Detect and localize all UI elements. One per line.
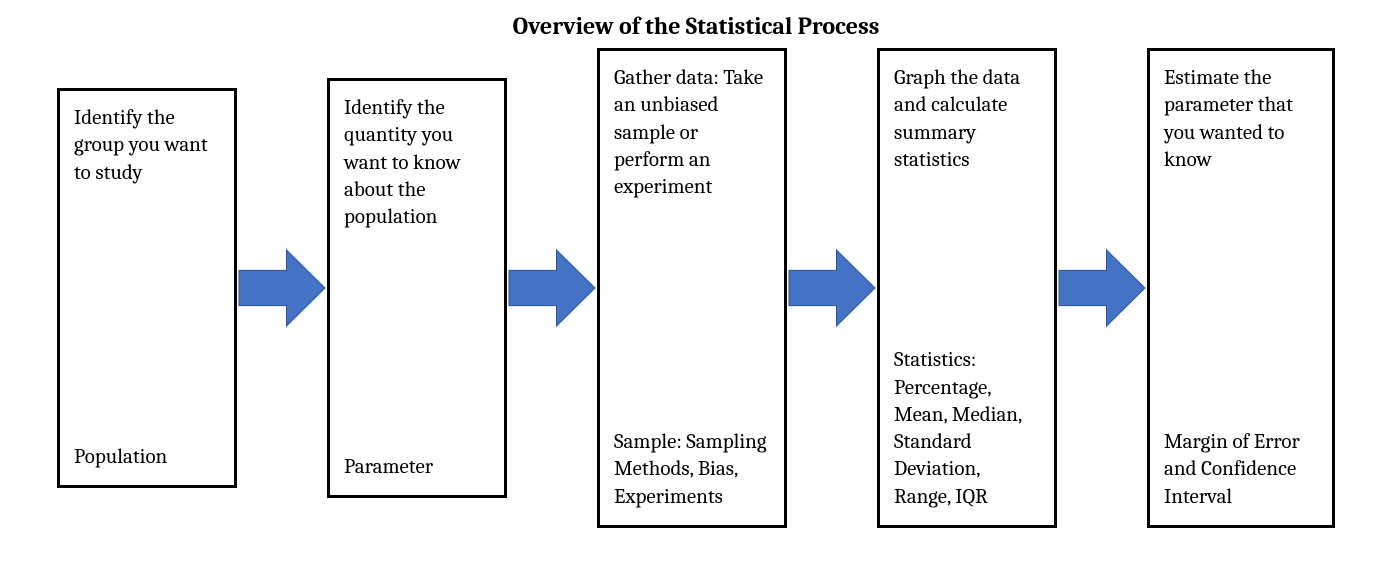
box-sample: Gather data: Take an unbiased sample or …: [597, 48, 787, 528]
box-top-text: Identify the group you want to study: [74, 105, 220, 187]
arrow: [507, 248, 597, 328]
box-top-text: Estimate the parameter that you wanted t…: [1164, 65, 1318, 174]
box-bottom-text: Statistics: Percentage, Mean, Median, St…: [894, 347, 1040, 511]
box-bottom-text: Sample: Sampling Methods, Bias, Experime…: [614, 429, 770, 511]
arrow: [1057, 248, 1147, 328]
box-statistics: Graph the data and calculate summary sta…: [877, 48, 1057, 528]
arrow: [237, 248, 327, 328]
box-population: Identify the group you want to study Pop…: [57, 88, 237, 488]
box-bottom-text: Population: [74, 444, 220, 471]
arrow: [787, 248, 877, 328]
box-top-text: Gather data: Take an unbiased sample or …: [614, 65, 770, 201]
box-top-text: Identify the quantity you want to know a…: [344, 95, 490, 231]
flowchart: Identify the group you want to study Pop…: [0, 48, 1392, 528]
box-parameter: Identify the quantity you want to know a…: [327, 78, 507, 498]
box-bottom-text: Parameter: [344, 454, 490, 481]
diagram-title: Overview of the Statistical Process: [0, 0, 1392, 48]
box-bottom-text: Margin of Errorand Confidence Interval: [1164, 429, 1318, 511]
box-top-text: Graph the data and calculate summary sta…: [894, 65, 1040, 174]
box-estimate: Estimate the parameter that you wanted t…: [1147, 48, 1335, 528]
